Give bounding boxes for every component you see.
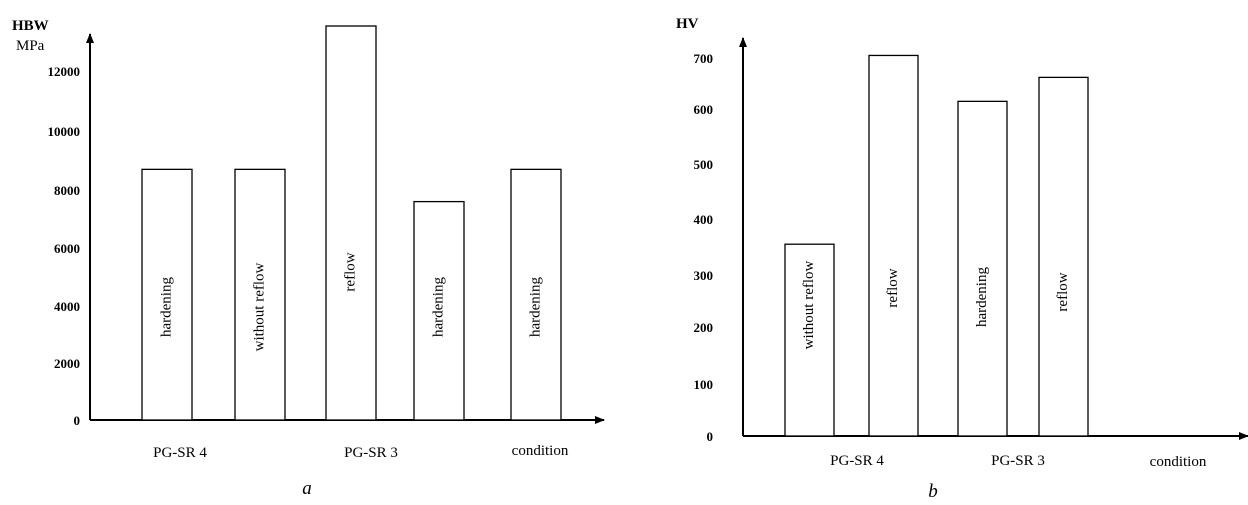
group-label-a: condition xyxy=(512,443,569,459)
y-tick-label-b: 600 xyxy=(694,102,714,117)
y-tick-label-b: 100 xyxy=(694,377,714,392)
bar-a xyxy=(325,25,377,421)
bar-label-a: reflow xyxy=(342,252,358,291)
bar-label-b: hardening xyxy=(974,267,990,327)
group-label-b: condition xyxy=(1150,454,1207,470)
chart-b: HV 0 100 200 300 400 500 600 700 without reflow re… xyxy=(676,16,1248,502)
bar-b xyxy=(784,243,835,437)
bar-label-a: hardening xyxy=(527,277,543,337)
y-tick-label-a: 6000 xyxy=(54,241,80,256)
bar-label-b: reflow xyxy=(1055,272,1071,311)
y-tick-label-a: 0 xyxy=(74,413,81,428)
bar-label-a: hardening xyxy=(430,277,446,337)
bar-a xyxy=(510,168,562,421)
y-tick-label-a: 10000 xyxy=(48,124,81,139)
y-tick-label-b: 500 xyxy=(694,157,714,172)
y-unit-label-a: HBW xyxy=(12,18,49,34)
y-tick-label-b: 700 xyxy=(694,51,714,66)
bar-b xyxy=(868,54,919,437)
y-tick-label-b: 300 xyxy=(694,268,714,283)
bar-a xyxy=(413,200,465,421)
y-tick-label-b: 400 xyxy=(694,212,714,227)
group-label-b: PG-SR 4 xyxy=(830,453,884,469)
group-label-a: PG-SR 3 xyxy=(344,445,398,461)
chart-a: HBW MPa 0 2000 4000 6000 8000 10000 12000 hardeni… xyxy=(12,18,605,499)
bar-b xyxy=(957,100,1008,437)
panel-label-a: a xyxy=(302,478,312,499)
y-unit-label-a: MPa xyxy=(16,38,45,54)
bar-a xyxy=(234,168,286,421)
bar-a xyxy=(141,168,193,421)
y-tick-label-a: 12000 xyxy=(48,64,81,79)
bar-label-b: without reflow xyxy=(801,260,817,349)
y-tick-label-a: 4000 xyxy=(54,299,80,314)
y-tick-label-a: 2000 xyxy=(54,356,80,371)
panel-label-b: b xyxy=(928,481,938,502)
bar-label-b: reflow xyxy=(885,268,901,307)
y-tick-label-a: 8000 xyxy=(54,183,80,198)
bar-b xyxy=(1038,76,1089,437)
y-unit-label-b: HV xyxy=(676,16,699,32)
bar-label-a: without reflow xyxy=(251,262,267,351)
y-tick-label-b: 200 xyxy=(694,320,714,335)
group-label-a: PG-SR 4 xyxy=(153,445,207,461)
group-label-b: PG-SR 3 xyxy=(991,453,1045,469)
bar-label-a: hardening xyxy=(158,277,174,337)
y-tick-label-b: 0 xyxy=(707,429,714,444)
